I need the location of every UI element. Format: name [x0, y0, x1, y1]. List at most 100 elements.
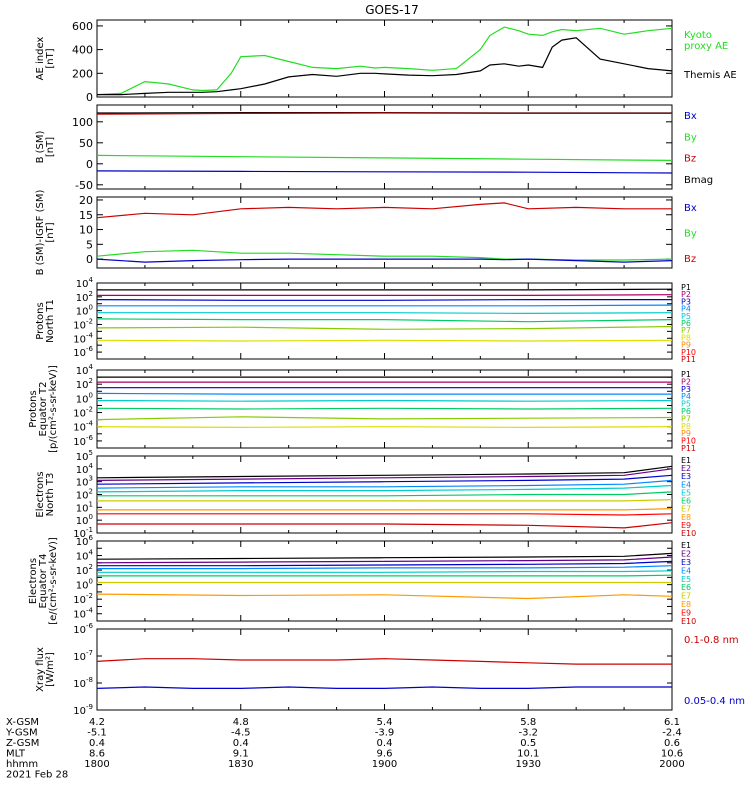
y-tick-label: 10-4: [73, 607, 93, 621]
series-line-e8: [97, 508, 673, 511]
plot-title: GOES-17: [365, 3, 419, 17]
y-axis-label: Equator T2: [38, 382, 49, 437]
y-axis-label: Equator T4: [38, 554, 49, 609]
y-tick-exponent: -2: [86, 592, 93, 600]
series-line-e1: [96, 465, 673, 479]
y-tick-label: 102: [76, 563, 93, 577]
panel-frame: [96, 104, 673, 190]
y-tick-exponent: -9: [86, 703, 93, 711]
y-tick-exponent: -2: [86, 406, 93, 414]
ephemeris-value: 4.8: [233, 717, 249, 728]
series-line-e4: [96, 479, 673, 489]
series-line-p4: [97, 304, 673, 307]
legend-label: E1: [681, 456, 691, 465]
y-axis-label: [e/(cm²-s-sr-keV)]: [48, 537, 59, 625]
series-line-e2: [96, 468, 673, 481]
y-tick-label: 15: [79, 209, 93, 222]
panel-frame: [96, 19, 673, 98]
y-tick-label: 106: [76, 534, 94, 548]
ephemeris-value: 0.4: [233, 738, 249, 749]
ephemeris-value: 0.5: [520, 738, 536, 749]
legend-label: P1: [681, 283, 691, 292]
legend-label: P7: [681, 414, 691, 423]
legend-label: P10: [681, 348, 696, 357]
y-tick-label: 200: [72, 67, 93, 80]
y-tick-exponent: -1: [86, 526, 93, 534]
legend-label: P11: [681, 355, 696, 364]
ephemeris-value: 8.6: [89, 749, 105, 760]
series-line-e7: [97, 499, 673, 502]
y-axis-label: Electrons: [28, 558, 39, 604]
legend-label: E7: [681, 592, 691, 601]
legend-label: E6: [681, 583, 691, 592]
legend-label: E2: [681, 549, 691, 558]
y-axis-label: North T3: [45, 473, 56, 517]
legend-label: E5: [681, 488, 691, 497]
legend-label: E10: [681, 529, 696, 538]
ephemeris-value: -2.4: [662, 728, 682, 739]
ephemeris-value: 9.6: [377, 749, 393, 760]
legend-label: Bz: [684, 254, 696, 265]
y-tick-label: 20: [79, 194, 93, 207]
y-tick-label: 10-2: [73, 592, 93, 606]
y-tick-label: 100: [76, 578, 93, 592]
legend-label: E6: [681, 497, 691, 506]
legend-label: E3: [681, 558, 691, 567]
y-tick-label: 600: [72, 20, 93, 33]
series-line-e5: [96, 484, 673, 493]
y-tick-exponent: 2: [89, 488, 93, 496]
panel-frame: [96, 628, 673, 711]
y-tick-exponent: 2: [89, 377, 93, 385]
y-tick-label: 10-6: [73, 345, 93, 359]
legend-label: Bx: [684, 111, 697, 122]
ephemeris-value: 1930: [516, 759, 541, 770]
ephemeris-row-label: MLT: [6, 749, 26, 760]
legend-label: P4: [681, 305, 691, 314]
ephemeris-value: 0.4: [89, 738, 105, 749]
series-line-e6: [97, 491, 673, 497]
y-tick-label: 10-4: [73, 420, 93, 434]
legend-label: proxy AE: [684, 41, 728, 52]
series-line-p5: [97, 312, 673, 315]
y-tick-label: 10-2: [73, 317, 93, 331]
y-axis-label: Electrons: [35, 471, 46, 517]
ephemeris-value: -4.5: [231, 728, 251, 739]
y-tick-label: 400: [72, 44, 93, 57]
legend-label: P6: [681, 407, 691, 416]
ephemeris-value: 10.1: [517, 749, 539, 760]
y-tick-exponent: 4: [89, 276, 94, 284]
legend-label: Bmag: [684, 175, 713, 186]
legend-label: P2: [681, 377, 691, 386]
y-tick-exponent: -6: [86, 434, 94, 442]
y-tick-exponent: 2: [89, 290, 93, 298]
series-line-p7: [96, 416, 673, 421]
y-axis-label: [nT]: [45, 222, 56, 242]
series-line-p1: [97, 288, 673, 291]
series-line-bx: [96, 258, 673, 263]
y-axis-label: Xray flux: [35, 647, 46, 692]
ephemeris-value: 0.6: [664, 738, 680, 749]
y-tick-exponent: -4: [86, 331, 94, 339]
y-axis-label: [nT]: [45, 48, 56, 68]
ephemeris-value: 1830: [228, 759, 253, 770]
legend-label: 0.05-0.4 nm: [684, 696, 745, 707]
legend-label: E2: [681, 464, 691, 473]
legend-label: Themis AE: [683, 70, 737, 81]
y-tick-label: 102: [76, 290, 93, 304]
legend-label: 0.1-0.8 nm: [684, 635, 739, 646]
legend-label: P1: [681, 370, 691, 379]
y-tick-label: 104: [76, 363, 94, 377]
legend-label: E10: [681, 617, 696, 626]
series-line-by: [96, 154, 673, 161]
y-tick-exponent: -2: [86, 317, 93, 325]
series-line-0-05-0-4-nm: [96, 686, 672, 690]
y-tick-label: 5: [86, 238, 93, 251]
y-tick-label: 10: [79, 224, 93, 237]
panel-frame: [96, 540, 673, 622]
ephemeris-row-label: Z-GSM: [6, 738, 39, 749]
legend-label: P10: [681, 437, 696, 446]
ephemeris-value: 0.4: [377, 738, 393, 749]
y-tick-label: 102: [76, 377, 93, 391]
y-tick-exponent: 3: [89, 475, 93, 483]
